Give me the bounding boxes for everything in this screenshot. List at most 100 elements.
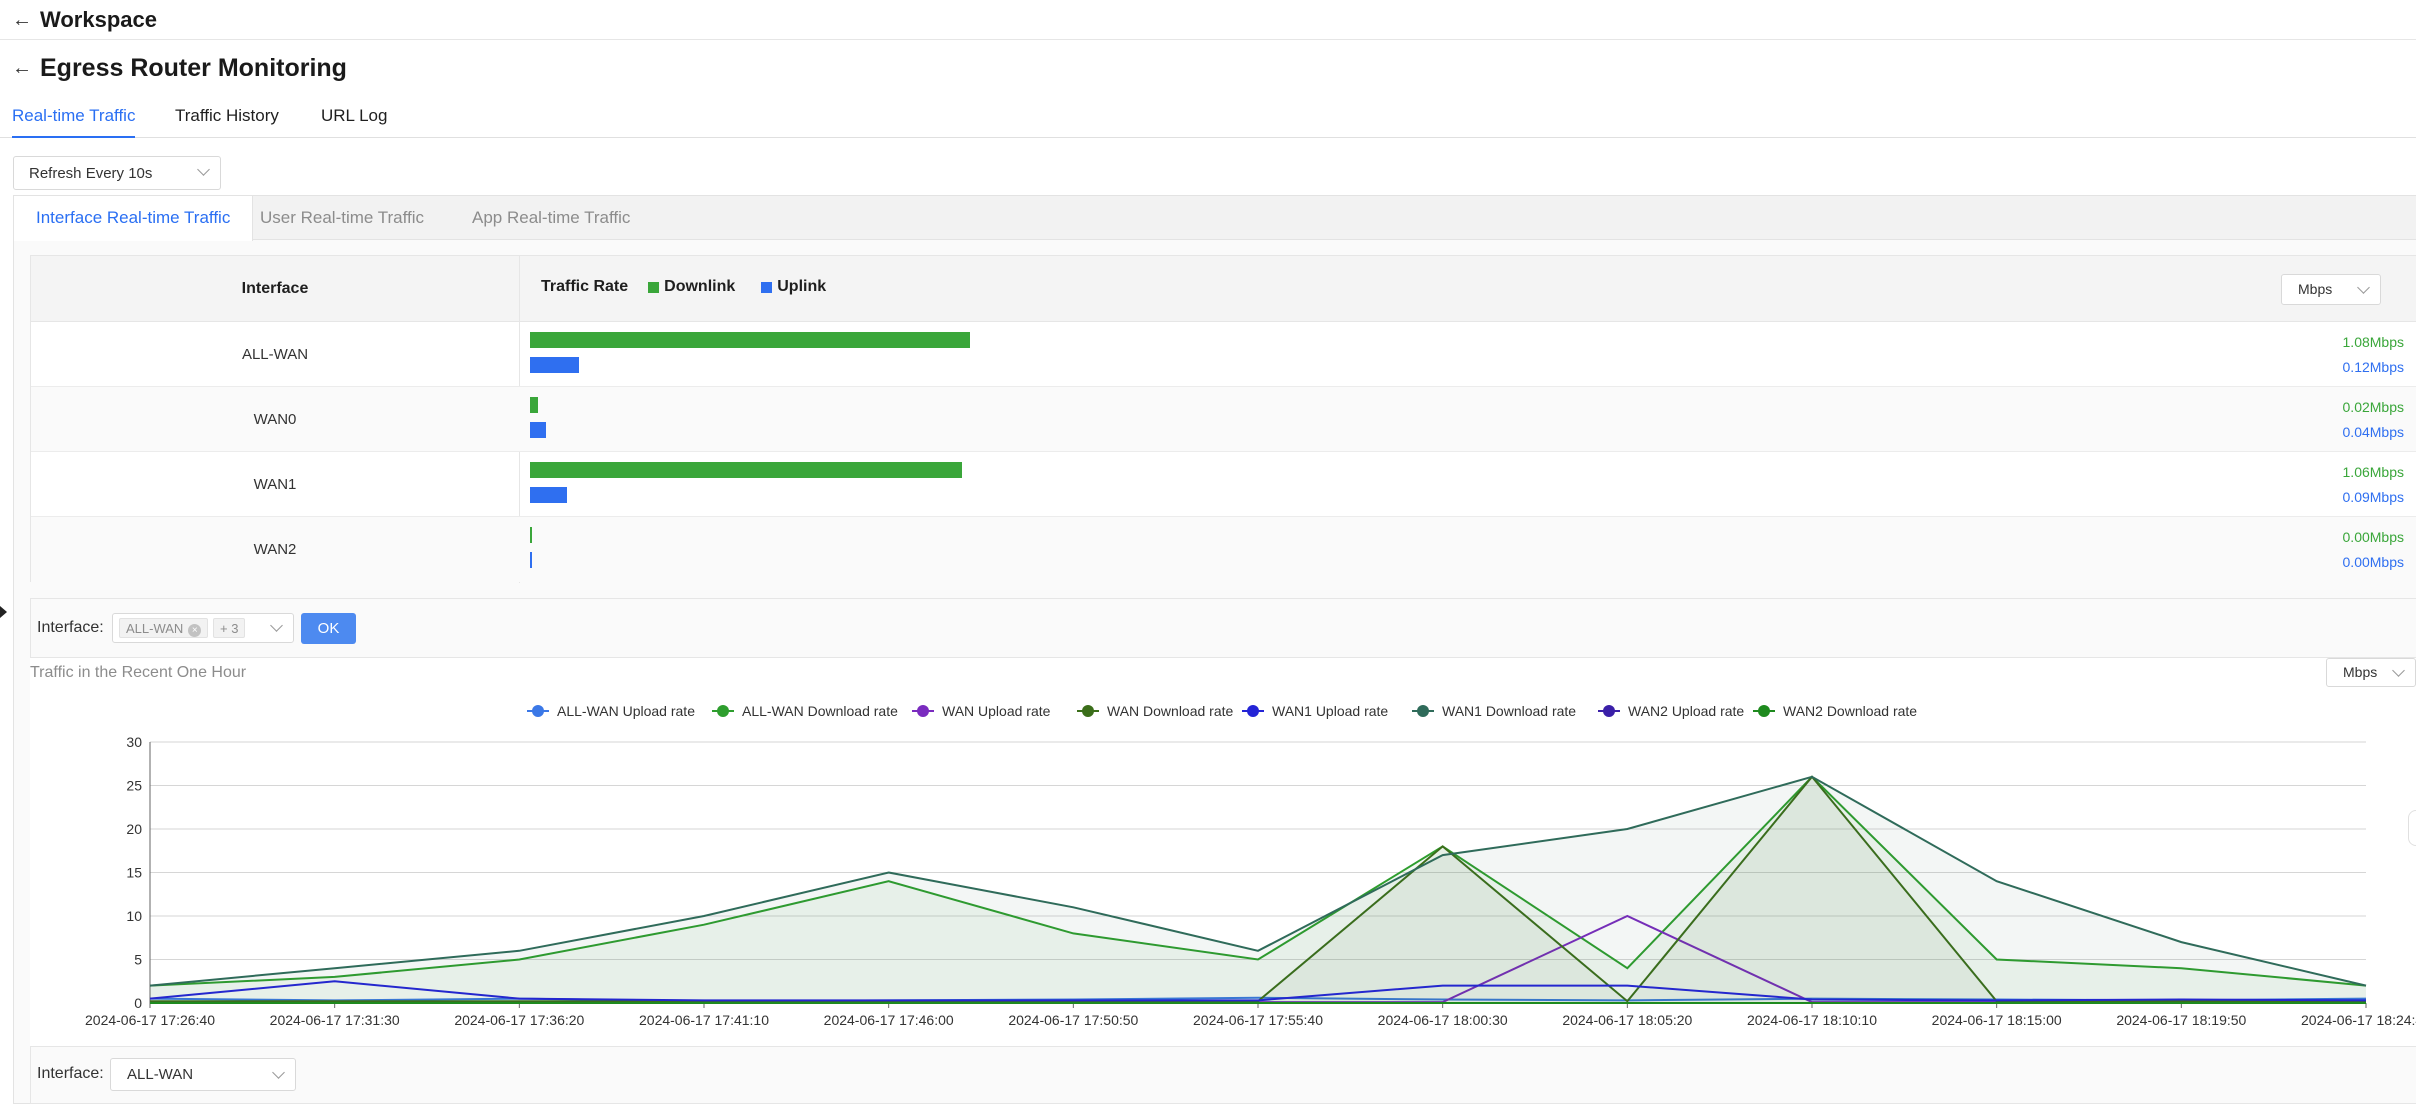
selected-interface-tag-label: ALL-WAN [126, 621, 184, 636]
chevron-down-icon [197, 163, 210, 176]
legend-label: WAN1 Download rate [1442, 703, 1576, 719]
legend-marker [917, 705, 929, 717]
table-unit-value: Mbps [2298, 281, 2333, 297]
refresh-interval-value: Refresh Every 10s [29, 164, 153, 182]
interface-multi-select[interactable]: ALL-WAN × + 3 [112, 613, 294, 643]
downlink-legend-swatch [648, 281, 660, 293]
legend-label: WAN Upload rate [942, 703, 1051, 719]
uplink-value: 0.00Mbps [2342, 554, 2404, 570]
legend-label: ALL-WAN Download rate [742, 703, 898, 719]
table-row: WAN1 1.06Mbps 0.09Mbps [31, 452, 2416, 517]
chevron-down-icon [270, 619, 283, 632]
chevron-down-icon [272, 1066, 285, 1079]
x-tick-label: 2024-06-17 18:10:10 [1747, 1012, 1877, 1028]
uplink-bar [530, 357, 579, 373]
downlink-bar [530, 332, 970, 348]
legend-label: WAN Download rate [1107, 703, 1234, 719]
tab-url-log[interactable]: URL Log [321, 106, 388, 125]
subtab-user-traffic[interactable]: User Real-time Traffic [260, 208, 425, 227]
uplink-value: 0.09Mbps [2342, 489, 2404, 505]
bottom-interface-filter: Interface: ALL-WAN [30, 1046, 2416, 1104]
x-tick-label: 2024-06-17 18:15:00 [1932, 1012, 2062, 1028]
y-tick-label: 20 [126, 821, 142, 837]
chevron-down-icon [2357, 281, 2370, 294]
downlink-value: 0.02Mbps [2342, 399, 2404, 415]
legend-marker [1417, 705, 1429, 717]
series-area [150, 776, 2366, 1003]
uplink-bar [530, 487, 567, 503]
remove-tag-icon[interactable]: × [188, 624, 202, 637]
y-tick-label: 0 [134, 995, 142, 1011]
legend-label: ALL-WAN Upload rate [557, 703, 695, 719]
uplink-bar [530, 422, 547, 438]
traffic-chart: Traffic in the Recent One Hour Mbps 0 5 10… [30, 658, 2416, 1046]
downlink-value: 1.06Mbps [2342, 464, 2404, 480]
main-tabs: Real-time Traffic Traffic History URL Lo… [0, 100, 2416, 138]
y-tick-label: 25 [126, 778, 142, 794]
uplink-bar [530, 552, 532, 568]
downlink-bar [530, 397, 539, 413]
sub-tabs: Interface Real-time Traffic User Real-ti… [14, 196, 2416, 241]
legend-marker [1082, 705, 1094, 717]
chart-title: Traffic in the Recent One Hour [30, 664, 247, 681]
series-line [149, 775, 2367, 987]
table-row: WAN0 0.02Mbps 0.04Mbps [31, 387, 2416, 452]
chart-unit-value: Mbps [2343, 664, 2378, 680]
subtab-interface-traffic[interactable]: Interface Real-time Traffic [14, 196, 254, 241]
legend-marker [717, 705, 729, 717]
interface-name: WAN0 [253, 411, 297, 428]
table-unit-select[interactable]: Mbps [2281, 274, 2381, 305]
legend-marker [1603, 705, 1615, 717]
series-area [150, 776, 2366, 1003]
series-area [150, 776, 2366, 1003]
interface-traffic-table: Interface Traffic Rate Downlink Uplink M… [30, 255, 2416, 583]
series-line [149, 775, 2367, 987]
tab-traffic-history[interactable]: Traffic History [175, 106, 279, 125]
traffic-rate-label: Traffic Rate [541, 278, 629, 295]
legend-marker [1247, 705, 1259, 717]
table-header: Interface Traffic Rate Downlink Uplink M… [31, 256, 2416, 322]
ok-button[interactable]: OK [301, 613, 356, 644]
downlink-legend-label: Downlink [664, 278, 736, 295]
legend-marker [532, 705, 544, 717]
legend-label: WAN1 Upload rate [1272, 703, 1388, 719]
collapse-arrow-icon[interactable] [0, 606, 7, 618]
x-tick-label: 2024-06-17 17:50:50 [1008, 1012, 1138, 1028]
downlink-bar [530, 462, 962, 478]
interface-name: ALL-WAN [241, 346, 309, 363]
x-tick-label: 2024-06-17 17:55:40 [1193, 1012, 1323, 1028]
downlink-value: 1.08Mbps [2342, 334, 2404, 350]
x-tick-label: 2024-06-17 17:41:10 [639, 1012, 769, 1028]
interface-filter-bar: Interface: ALL-WAN × + 3 OK [30, 598, 2416, 658]
legend-label: WAN2 Upload rate [1628, 703, 1744, 719]
x-tick-label: 2024-06-17 18:00:30 [1378, 1012, 1508, 1028]
table-row: WAN2 0.00Mbps 0.00Mbps [31, 517, 2416, 582]
legend-marker [1758, 705, 1770, 717]
x-tick-label: 2024-06-17 17:31:30 [270, 1012, 400, 1028]
x-tick-label: 2024-06-17 18:19:50 [2116, 1012, 2246, 1028]
column-header-traffic-rate: Traffic Rate Downlink Uplink [541, 278, 826, 296]
refresh-interval-select[interactable]: Refresh Every 10s [13, 156, 221, 190]
page-header: ← Egress Router Monitoring [0, 48, 347, 88]
y-tick-label: 5 [134, 952, 142, 968]
y-tick-label: 10 [126, 908, 142, 924]
workspace-title: Workspace [40, 6, 157, 32]
bottom-interface-select[interactable]: ALL-WAN [110, 1058, 296, 1091]
x-tick-label: 2024-06-17 18:05:20 [1562, 1012, 1692, 1028]
page-title: Egress Router Monitoring [40, 53, 347, 82]
x-tick-label: 2024-06-17 17:26:40 [85, 1012, 215, 1028]
interface-name: WAN1 [253, 476, 297, 493]
more-tags-badge: + 3 [213, 618, 246, 638]
uplink-legend-swatch [761, 281, 773, 293]
traffic-line-chart: 0 5 10 15 20 25 30 2024-06-17 17:26:40 2024-06-1… [85, 703, 2416, 1028]
selected-interface-tag: ALL-WAN × [119, 618, 209, 638]
x-tick-label: 2024-06-17 17:36:20 [454, 1012, 584, 1028]
back-arrow-icon[interactable]: ← [12, 8, 32, 31]
page-back-arrow-icon[interactable]: ← [12, 57, 32, 79]
uplink-value: 0.04Mbps [2342, 424, 2404, 440]
downlink-bar [530, 527, 532, 543]
scroll-handle[interactable] [2408, 810, 2416, 846]
chart-unit-select[interactable]: Mbps [2326, 658, 2416, 687]
tab-real-time-traffic[interactable]: Real-time Traffic [12, 106, 136, 138]
subtab-app-traffic[interactable]: App Real-time Traffic [472, 208, 631, 227]
